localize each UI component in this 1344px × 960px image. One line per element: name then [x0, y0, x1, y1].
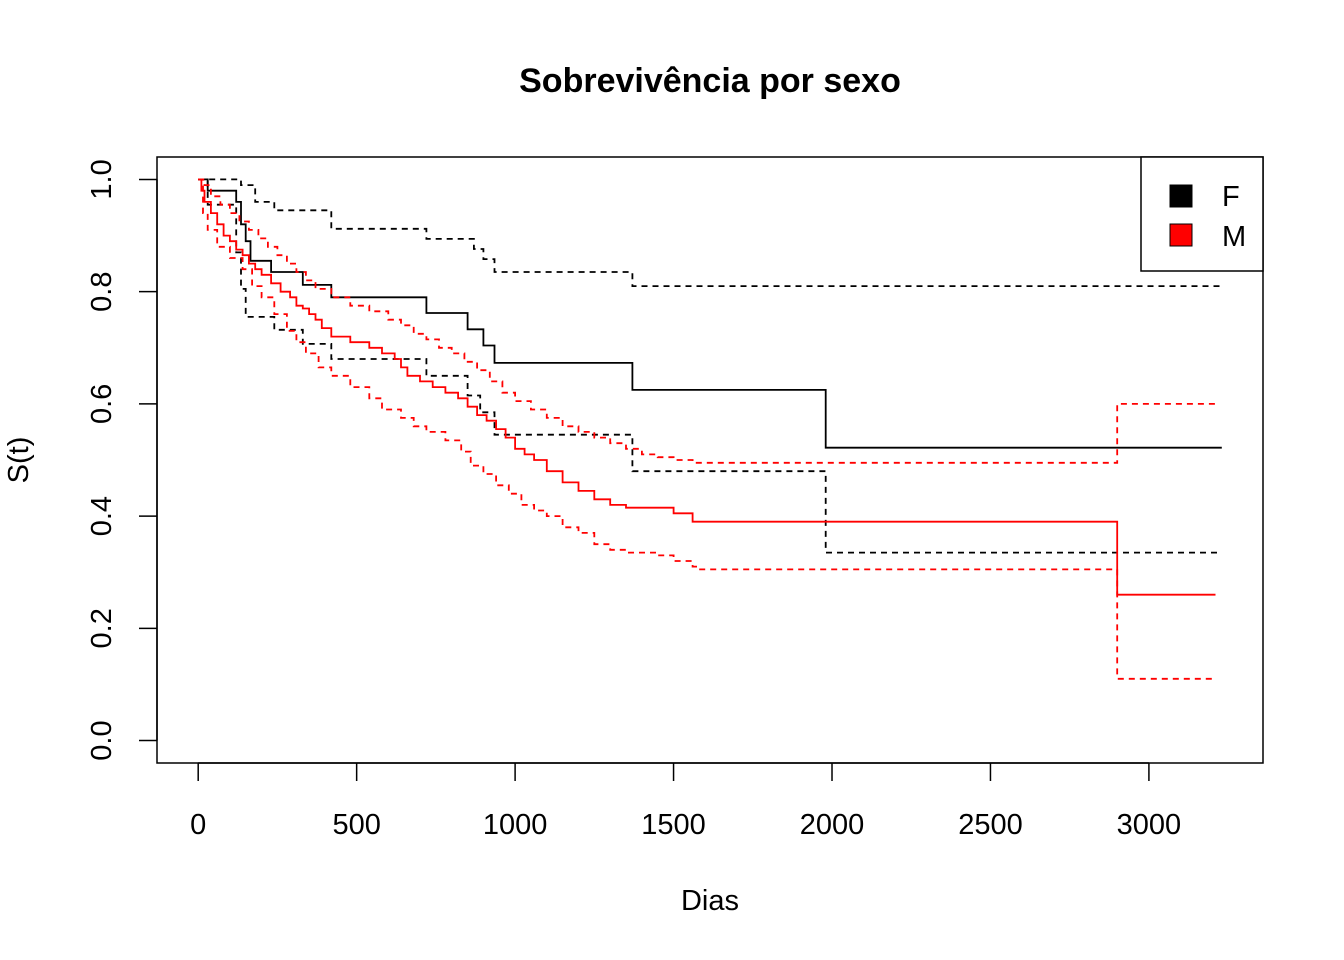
legend-box	[1140, 156, 1264, 272]
x-axis-label: Dias	[681, 885, 739, 917]
x-axis: 0 500 1000 1500 2000 2500 3000	[190, 762, 1182, 841]
y-tick-label: 0.2	[86, 608, 118, 648]
legend-label-f: F	[1222, 181, 1240, 213]
y-tick-label: 0.6	[86, 384, 118, 424]
series-f-curve	[198, 178, 1222, 449]
chart-title: Sobrevivência por sexo	[519, 62, 901, 100]
x-tick-label: 500	[332, 809, 380, 841]
y-tick-label: 1.0	[86, 159, 118, 199]
y-axis: 0.0 0.2 0.4 0.6 0.8 1.0	[86, 159, 158, 761]
series-m-lower-ci	[198, 178, 1216, 680]
legend-swatch-m	[1169, 223, 1193, 247]
x-tick-label: 0	[190, 809, 206, 841]
plot-frame	[156, 156, 1264, 764]
x-tick-label: 1500	[641, 809, 706, 841]
y-axis-label: S(t)	[3, 437, 35, 484]
x-tick-label: 2500	[958, 809, 1023, 841]
x-tick-label: 3000	[1117, 809, 1182, 841]
x-tick-label: 1000	[483, 809, 548, 841]
series-m-curve	[198, 178, 1216, 596]
series-f-upper-ci	[198, 178, 1222, 287]
y-tick-label: 0.8	[86, 272, 118, 312]
y-tick-label: 0.0	[86, 720, 118, 760]
series-m-upper-ci	[198, 178, 1216, 464]
legend: F M	[1140, 156, 1264, 272]
series-layer	[198, 178, 1222, 680]
series-f-lower-ci	[198, 178, 1222, 554]
legend-label-m: M	[1222, 221, 1246, 253]
y-tick-label: 0.4	[86, 496, 118, 536]
legend-swatch-f	[1169, 184, 1193, 208]
x-tick-label: 2000	[800, 809, 865, 841]
